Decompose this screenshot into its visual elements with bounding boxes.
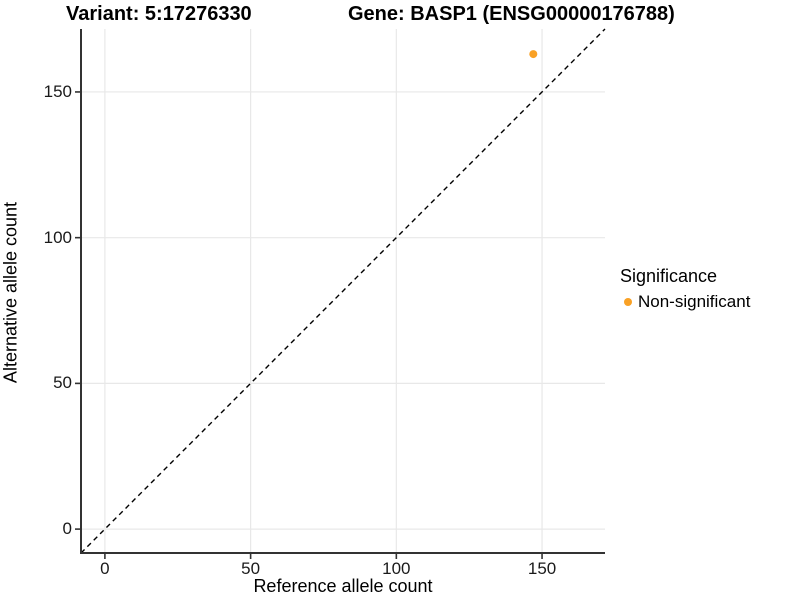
x-tick-label: 100 <box>382 559 411 578</box>
legend-key-dot-icon <box>624 298 632 306</box>
legend-items: Non-significant <box>620 292 750 312</box>
plot-title-gene: Gene: BASP1 (ENSG00000176788) <box>348 3 675 25</box>
plot-title-variant: Variant: 5:17276330 <box>66 3 252 25</box>
y-tick-label: 100 <box>43 227 72 247</box>
x-tick-label: 50 <box>241 559 261 578</box>
x-axis-title: Reference allele count <box>253 576 433 596</box>
legend-item: Non-significant <box>620 292 750 312</box>
x-tick-label: 150 <box>527 559 557 578</box>
legend: Significance Non-significant <box>620 266 750 312</box>
legend-title: Significance <box>620 266 718 286</box>
legend-item-label: Non-significant <box>638 292 751 311</box>
y-tick-label: 50 <box>53 373 72 393</box>
y-tick-label: 150 <box>43 81 72 101</box>
x-tick-label: 0 <box>100 559 110 578</box>
identity-reference-line <box>80 28 606 554</box>
y-tick-label: 0 <box>62 519 72 539</box>
data-point <box>529 50 538 59</box>
y-axis-title: Alternative allele count <box>0 201 21 384</box>
